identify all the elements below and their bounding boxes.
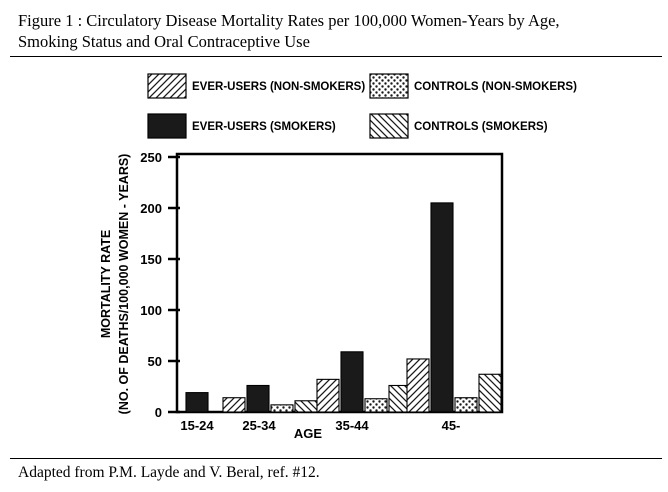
figure-caption: Figure 1 : Circulatory Disease Mortality… — [18, 10, 658, 52]
source-note: Adapted from P.M. Layde and V. Beral, re… — [18, 464, 320, 481]
y-tick-label: 200 — [140, 201, 162, 216]
y-tick-label: 50 — [148, 354, 162, 369]
bar-45--4 — [478, 373, 502, 413]
x-tick-label: 35-44 — [335, 418, 369, 433]
y-tick-label: 150 — [140, 252, 162, 267]
bar-35-44-3 — [364, 398, 388, 413]
x-tick-label: 15-24 — [180, 418, 214, 433]
bar-25-34-3 — [270, 404, 294, 413]
bar-15-24-2 — [185, 392, 209, 413]
bar-25-34-1 — [222, 397, 246, 413]
legend-swatch-4 — [369, 113, 409, 139]
legend-label-4: CONTROLS (SMOKERS) — [414, 121, 548, 133]
bar-25-34-4 — [294, 400, 318, 413]
bottom-rule — [10, 458, 662, 459]
bar-35-44-2 — [340, 351, 364, 413]
x-axis: 15-24 25-34 35-44 45- — [180, 418, 460, 433]
y-tick-label: 100 — [140, 303, 162, 318]
legend-label-3: CONTROLS (NON-SMOKERS) — [414, 81, 577, 93]
bar-25-34-2 — [246, 384, 270, 413]
mortality-chart: EVER-USERS (NON-SMOKERS) EVER-USERS (SMOK… — [99, 73, 577, 441]
caption-line-1: Figure 1 : Circulatory Disease Mortality… — [18, 11, 560, 30]
y-axis: 0 50 100 150 200 250 — [140, 150, 180, 420]
legend-label-1: EVER-USERS (NON-SMOKERS) — [192, 81, 365, 93]
legend-swatch-3 — [369, 73, 409, 99]
top-rule — [10, 56, 662, 57]
legend-label-2: EVER-USERS (SMOKERS) — [192, 121, 336, 133]
y-axis-label-line-1: MORTALITY RATE — [99, 230, 113, 338]
x-tick-label: 45- — [442, 418, 461, 433]
bar-45--3 — [454, 397, 478, 413]
bar-group — [185, 202, 502, 413]
bar-45--2 — [430, 202, 454, 413]
bar-35-44-1 — [316, 378, 340, 413]
x-axis-label: AGE — [294, 426, 323, 441]
legend-swatch-1 — [147, 73, 187, 99]
legend-swatch-2 — [147, 113, 187, 139]
y-axis-label-line-2: (NO. OF DEATHS/100,000 WOMEN - YEARS) — [117, 154, 131, 415]
bar-45--1 — [406, 358, 430, 413]
y-tick-label: 250 — [140, 150, 162, 165]
x-tick-label: 25-34 — [242, 418, 276, 433]
y-tick-label: 0 — [155, 405, 162, 420]
legend: EVER-USERS (NON-SMOKERS) EVER-USERS (SMOK… — [147, 73, 577, 139]
caption-line-2: Smoking Status and Oral Contraceptive Us… — [18, 32, 310, 51]
